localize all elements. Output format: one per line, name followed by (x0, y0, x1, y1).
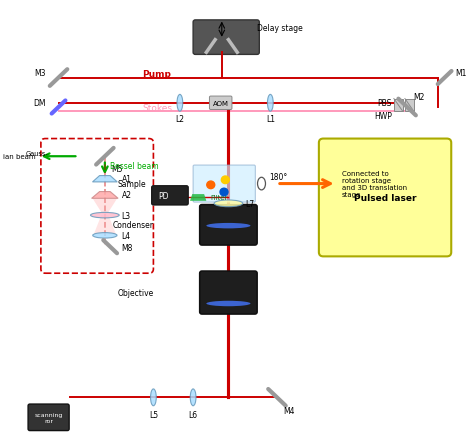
Text: M3: M3 (34, 68, 46, 78)
Polygon shape (92, 199, 117, 215)
Text: PBS: PBS (377, 99, 392, 108)
Text: scanning
ror: scanning ror (35, 412, 63, 423)
Ellipse shape (177, 95, 183, 112)
Text: A1: A1 (122, 175, 132, 184)
Text: Gauss-: Gauss- (26, 151, 48, 157)
Polygon shape (394, 99, 403, 112)
Text: L1: L1 (266, 115, 275, 124)
FancyBboxPatch shape (152, 186, 188, 205)
Ellipse shape (214, 201, 243, 207)
Text: M8: M8 (122, 244, 133, 253)
Text: Pump: Pump (142, 70, 171, 79)
Text: DM: DM (33, 99, 46, 108)
Text: M1: M1 (455, 68, 466, 78)
Circle shape (221, 177, 229, 184)
Text: Delay stage: Delay stage (257, 24, 303, 32)
Text: L7: L7 (245, 199, 255, 208)
Polygon shape (405, 99, 414, 112)
Ellipse shape (151, 389, 156, 406)
Text: HWP: HWP (374, 112, 392, 120)
Ellipse shape (93, 233, 117, 239)
Text: Stokes: Stokes (142, 104, 173, 113)
Text: L4: L4 (122, 231, 131, 240)
Text: L2: L2 (175, 115, 184, 124)
Text: L3: L3 (122, 211, 131, 220)
Text: 180°: 180° (269, 173, 288, 181)
Text: AOM: AOM (212, 101, 228, 106)
Circle shape (207, 182, 215, 189)
Text: Connected to
rotation stage
and 3D translation
stage: Connected to rotation stage and 3D trans… (342, 171, 407, 198)
FancyBboxPatch shape (319, 139, 451, 257)
Text: Condenser: Condenser (112, 221, 154, 230)
Circle shape (220, 189, 228, 196)
Text: M5: M5 (111, 164, 123, 173)
Text: L6: L6 (189, 410, 198, 419)
FancyBboxPatch shape (200, 205, 257, 245)
Polygon shape (190, 194, 206, 201)
Text: M4: M4 (283, 406, 295, 415)
FancyBboxPatch shape (193, 21, 259, 55)
Text: ian beam: ian beam (3, 154, 36, 160)
Text: M2: M2 (414, 93, 425, 102)
FancyBboxPatch shape (28, 404, 69, 431)
Text: Filter: Filter (210, 194, 227, 200)
Ellipse shape (91, 213, 119, 219)
Polygon shape (92, 176, 117, 183)
Polygon shape (94, 215, 116, 234)
Text: Bessel beam: Bessel beam (110, 162, 159, 171)
FancyBboxPatch shape (193, 166, 255, 203)
Ellipse shape (267, 95, 273, 112)
Text: L5: L5 (149, 410, 158, 419)
Ellipse shape (206, 301, 250, 307)
Text: Sample: Sample (117, 180, 146, 189)
Text: PD: PD (158, 191, 168, 201)
Ellipse shape (206, 223, 250, 229)
Text: Pulsed laser: Pulsed laser (354, 194, 416, 202)
Ellipse shape (190, 389, 196, 406)
Polygon shape (91, 192, 118, 199)
FancyBboxPatch shape (200, 272, 257, 314)
Text: A2: A2 (122, 191, 132, 200)
FancyBboxPatch shape (210, 97, 232, 110)
Text: Objective: Objective (117, 288, 154, 297)
